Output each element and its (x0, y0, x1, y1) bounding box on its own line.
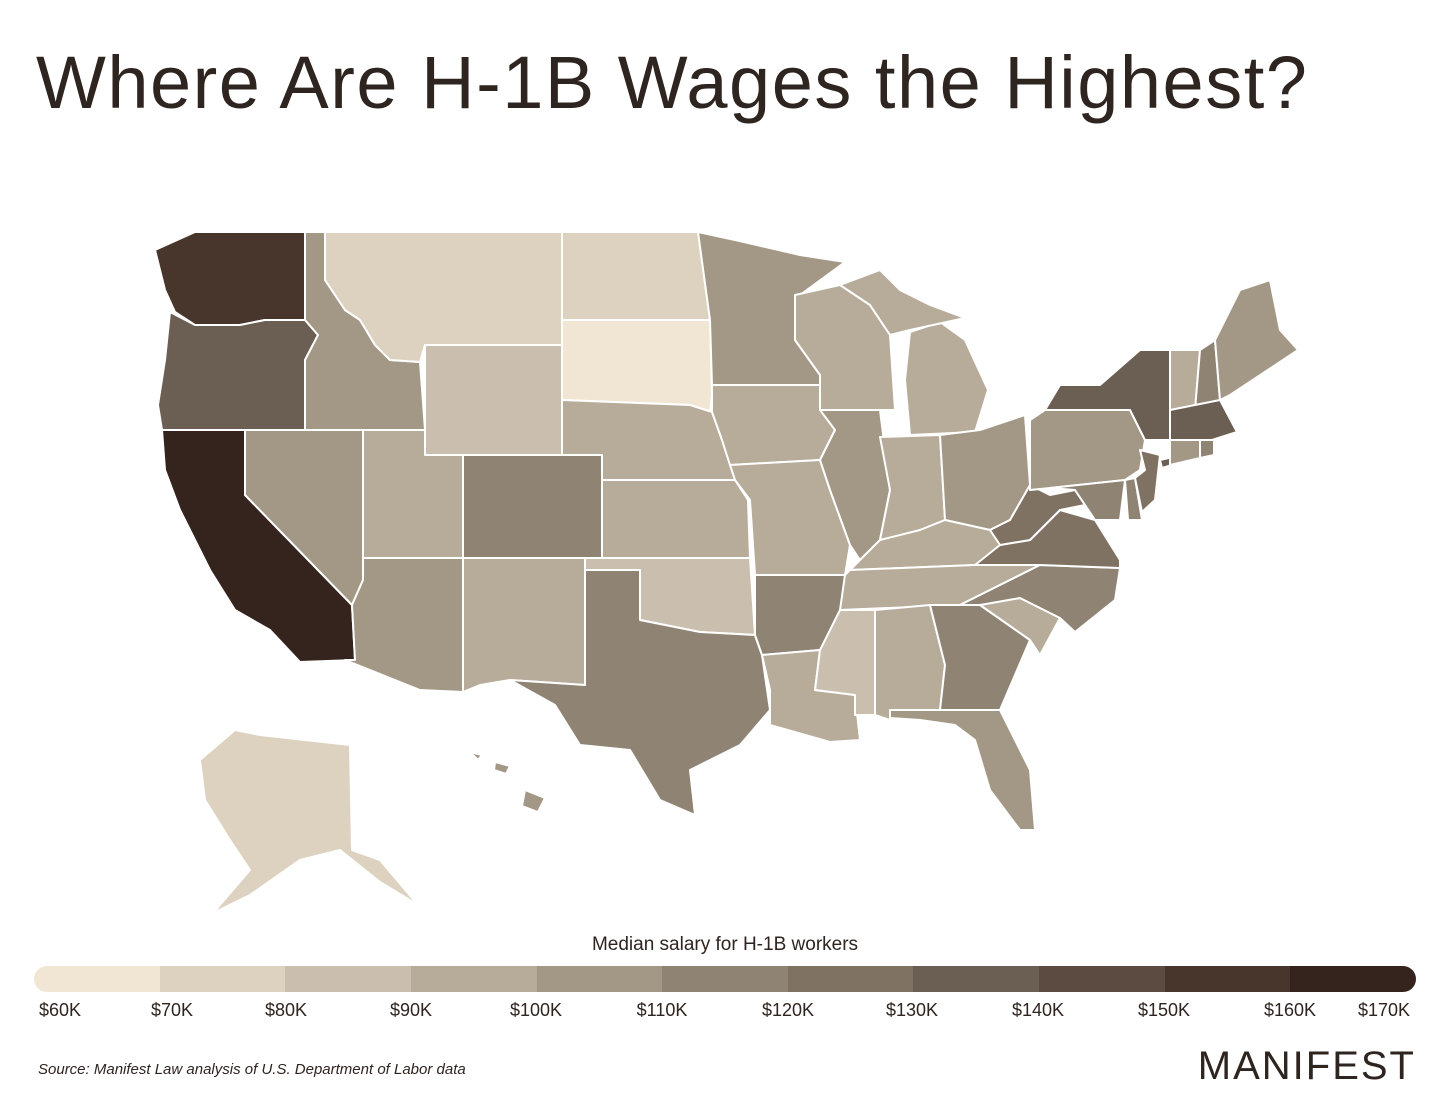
legend-swatch (1290, 966, 1416, 992)
legend-swatch (410, 966, 537, 992)
state-IA (711, 384, 836, 466)
state-MS (814, 609, 876, 716)
state-ME (1214, 279, 1299, 401)
legend-tick-label: $130K (885, 1000, 939, 1020)
source-note: Source: Manifest Law analysis of U.S. De… (38, 1061, 466, 1078)
state-HI (521, 789, 546, 813)
state-NJ (1134, 449, 1161, 513)
state-TX (509, 569, 771, 816)
state-ND (561, 231, 711, 321)
state-RI (1199, 439, 1215, 459)
legend-tick-label: $110K (636, 1000, 688, 1020)
state-PA (1029, 409, 1146, 491)
legend-swatch (159, 966, 286, 992)
legend-swatch (662, 966, 788, 992)
state-WA (154, 231, 306, 326)
state-CO (462, 454, 603, 559)
legend-swatch (34, 966, 160, 992)
legend-tick-label: $160K (1263, 1000, 1317, 1020)
legend-tick-label: $90K (389, 1000, 433, 1020)
state-MD (1049, 479, 1126, 521)
state-FL (889, 709, 1036, 831)
brand-logo: MANIFEST (1197, 1044, 1416, 1088)
legend-tick-label: $150K (1137, 1000, 1191, 1020)
legend-tick-label: $120K (761, 1000, 815, 1020)
legend-swatch (1164, 966, 1291, 992)
legend-tick-label: $70K (150, 1000, 194, 1020)
state-HI (493, 761, 511, 775)
state-MA (1169, 399, 1238, 441)
state-SD (561, 319, 713, 413)
state-HI (469, 751, 483, 761)
state-NM (462, 557, 586, 693)
state-CT (1169, 439, 1201, 466)
page-title: Where Are H-1B Wages the Highest? (36, 41, 1309, 124)
legend-tick-label: $60K (38, 1000, 82, 1020)
legend-swatch (285, 966, 411, 992)
legend-swatch (1039, 966, 1165, 992)
legend-tick-label: $100K (509, 1000, 563, 1020)
legend-swatch (536, 966, 663, 992)
state-MI (904, 321, 989, 436)
legend-color-scale (34, 966, 1416, 992)
legend-swatch (787, 966, 914, 992)
legend-ticks: $60K $70K $80K $90K $100K $110K $120K $130K $140… (0, 1000, 1450, 1024)
legend-tick-label: $170K (1357, 1000, 1411, 1020)
state-KS (601, 479, 751, 559)
legend-tick-label: $80K (264, 1000, 308, 1020)
state-AZ (344, 557, 464, 693)
state-OR (157, 311, 319, 431)
legend-title: Median salary for H-1B workers (591, 934, 859, 955)
legend-tick-label: $140K (1011, 1000, 1065, 1020)
state-DE (1124, 477, 1143, 521)
state-AK (199, 729, 419, 914)
state-MI (839, 269, 966, 336)
state-WY (424, 344, 563, 456)
us-choropleth-map (154, 231, 1299, 914)
legend-swatch (913, 966, 1040, 992)
